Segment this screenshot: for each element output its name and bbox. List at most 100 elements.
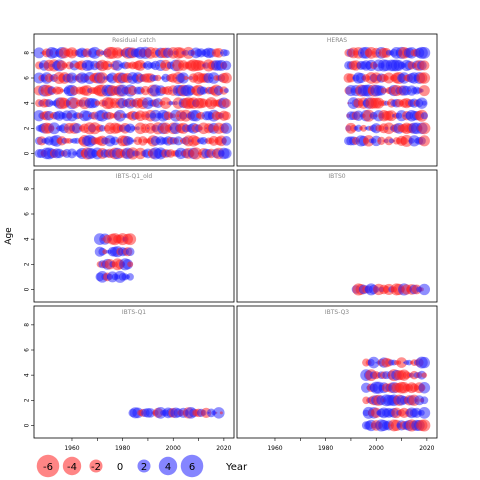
panel-title: HERAS [327,37,347,44]
bubbles [343,46,431,147]
residual-bubble [420,396,429,405]
residual-bubble [220,122,233,134]
residual-bubble [418,85,430,97]
legend-label: -2 [91,462,101,473]
residual-bubble [125,247,135,256]
legend-bubble [36,454,60,478]
x-tick-label: 2000 [369,445,384,452]
x-tick-label: 1960 [64,445,79,452]
legend-title: Year [225,462,248,473]
bubbles [128,406,225,419]
y-tick-label: 6 [24,348,31,352]
legend: -6 -4 -2 0 2 4 6 Year [36,454,248,478]
panel-title: IBTS-Q3 [325,309,349,316]
residual-bubble [418,283,431,296]
y-tick-label: 0 [24,287,31,291]
residual-bubble [112,60,123,71]
residual-bubble [67,148,77,159]
residual-bubble [219,411,223,415]
residual-bubble [383,72,395,84]
residual-bubble [362,135,375,147]
y-tick-label: 6 [24,212,31,216]
residual-bubble [159,77,162,79]
panel-ibts-q1-old: IBTS-Q1_old 0 2 4 6 8 [24,169,235,303]
residual-bubble [375,361,378,364]
residual-bubble [418,135,430,147]
legend-bubble [62,456,82,476]
residual-bubble [154,74,162,82]
panel-frame [236,169,438,303]
panels-layer: Residual catch 0 2 4 6 8 HERAS IBTS-Q1_old 0 2 4 6 8… [24,33,438,452]
panel-ibts0: IBTS0 [236,169,438,303]
y-tick-label: 8 [24,323,31,327]
y-tick-label: 4 [24,373,31,377]
residual-bubble [388,138,394,144]
residual-bubble [102,60,113,71]
y-tick-label: 2 [24,126,31,130]
residual-bubble [94,100,101,106]
residual-bubble [71,123,83,134]
residual-bubble [221,136,232,146]
residual-bubble [420,112,428,120]
residual-bubble [168,100,173,106]
residual-bubble [418,46,431,59]
panel-residual-catch: Residual catch 0 2 4 6 8 [24,33,235,167]
y-tick-label: 4 [24,237,31,241]
legend-label: 2 [141,462,147,473]
residual-bubble [48,122,61,135]
residual-bubble [222,111,231,121]
y-tick-label: 2 [24,262,31,266]
residual-bubble [380,87,387,94]
legend-bubble [137,459,151,473]
residual-bubble [220,72,232,84]
bubbles [34,46,233,160]
residual-bubble [367,356,380,369]
y-tick-label: 0 [24,423,31,427]
residual-bubble [110,136,120,146]
residual-bubble [145,408,156,418]
residual-bubble [406,359,412,366]
panel-ibts-q1: IBTS-Q1 0 2 4 6 8 1960 1980 2000 2020 [24,305,235,452]
legend-bubble [180,454,204,478]
x-tick-label: 1960 [267,445,282,452]
residual-bubble [418,356,430,369]
residual-bubble [419,60,430,71]
y-tick-label: 6 [24,76,31,80]
y-tick-label: 8 [24,187,31,191]
panel-heras: HERAS [236,33,438,167]
residual-bubble [346,73,356,83]
residual-bubble [34,47,45,59]
x-tick-label: 2020 [216,445,231,452]
residual-bubble [177,72,189,84]
bubbles [351,283,431,296]
residual-bubble [99,125,106,132]
residual-bubble [418,122,431,135]
x-tick-label: 2000 [166,445,181,452]
residual-bubble [127,261,134,268]
legend-label: 6 [189,462,195,473]
residual-bubble [421,100,427,106]
y-tick-label: 8 [24,51,31,55]
residual-bubble [386,110,397,122]
residual-bubble [223,88,229,94]
residual-bubble [221,148,232,159]
bubbles [360,356,431,432]
y-axis-label: Age [4,227,14,245]
residual-bubble [96,72,109,84]
residual-bubble [82,110,93,121]
residual-bubble [126,273,134,281]
residual-bubble [159,97,172,109]
y-tick-label: 2 [24,398,31,402]
x-tick-label: 1980 [115,445,130,452]
residual-bubble [173,136,183,146]
residual-bubble [396,357,407,368]
x-tick-label: 1980 [318,445,333,452]
legend-bubble [89,459,103,473]
legend-label: 4 [165,462,171,473]
residual-bubble [69,97,80,109]
residual-bubble [114,109,126,122]
residual-bubble [213,407,225,419]
panel-title: IBTS0 [328,173,345,180]
legend-bubble [158,456,178,476]
panel-ibts-q3: IBTS-Q3 1960 1980 2000 2020 [236,305,438,452]
